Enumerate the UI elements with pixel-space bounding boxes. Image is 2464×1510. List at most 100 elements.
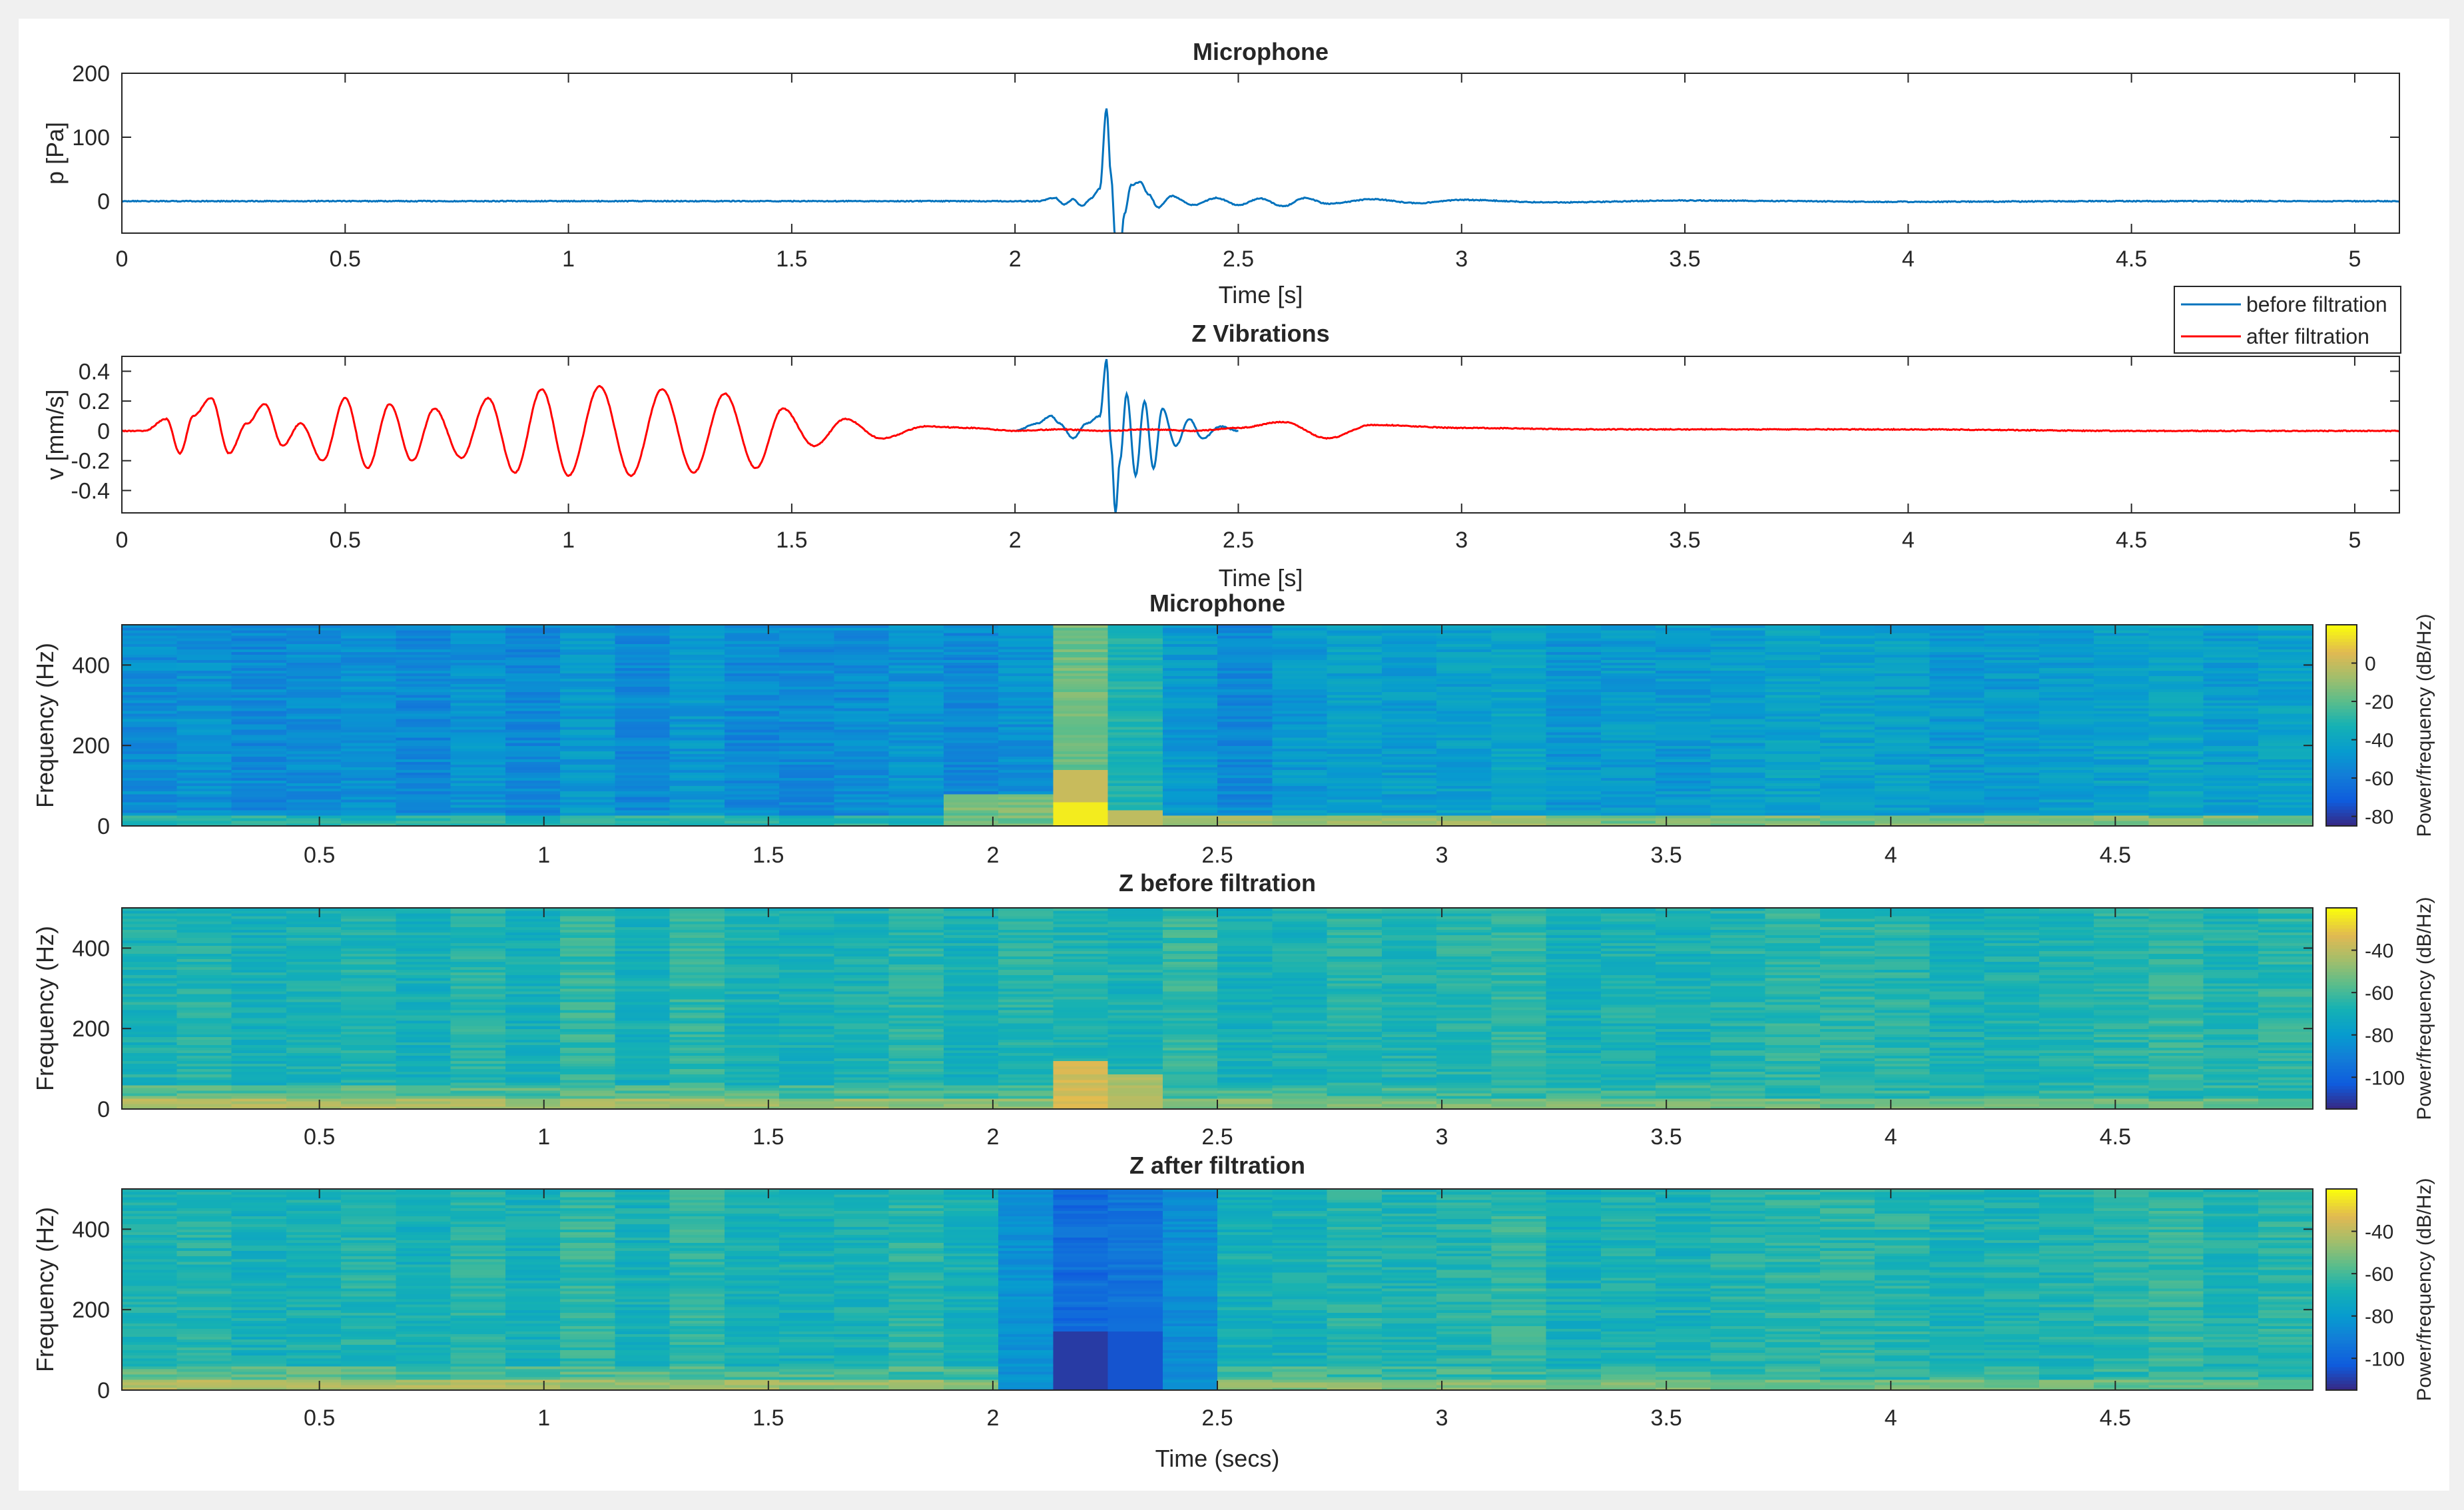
- spectrogram-cell: [1875, 710, 1930, 714]
- spectrogram-cell: [1053, 745, 1109, 749]
- spectrogram-cell: [669, 1010, 725, 1013]
- spectrogram-cell: [1984, 667, 2040, 671]
- colorbar-segment: [2326, 775, 2357, 780]
- spectrogram-cell: [779, 919, 834, 922]
- spectrogram-cell: [1107, 638, 1163, 641]
- spectrogram-cell: [669, 1074, 725, 1078]
- spectrogram-cell: [1656, 799, 1711, 803]
- spectrogram-cell: [286, 759, 342, 762]
- spectrogram-cell: [341, 916, 396, 919]
- spectrogram-cell: [1546, 649, 1602, 652]
- spectrogram-cell: [450, 1095, 506, 1099]
- spectrogram-cell: [1217, 916, 1273, 919]
- spectrogram-cell: [1710, 791, 1766, 795]
- spectrogram-cell: [724, 1001, 780, 1005]
- spectrogram-cell: [1600, 699, 1656, 703]
- spectrogram-cell: [1491, 630, 1547, 633]
- spectrogram-cell: [1327, 990, 1383, 994]
- spectrogram-cell: [1929, 659, 1985, 663]
- colorbar-segment: [2326, 792, 2357, 797]
- spectrogram-cell: [1381, 1071, 1437, 1075]
- spectrogram-cell: [724, 651, 780, 655]
- spectrogram-cell: [1107, 820, 1163, 824]
- spectrogram-cell: [1436, 681, 1492, 685]
- spectrogram-cell: [834, 913, 890, 917]
- spectrogram-cell: [779, 1076, 834, 1080]
- spectrogram-cell: [2038, 651, 2094, 655]
- spectrogram-cell: [1217, 1023, 1273, 1026]
- spectrogram-cell: [615, 643, 671, 647]
- spectrogram-cell: [998, 654, 1054, 657]
- spectrogram-cell: [779, 1071, 834, 1075]
- spectrogram-cell: [341, 982, 396, 986]
- spectrogram-cell: [779, 662, 834, 665]
- spectrogram-cell: [1327, 665, 1383, 668]
- spectrogram-cell: [286, 721, 342, 725]
- spectrogram-cell: [396, 977, 452, 981]
- spectrogram-cell: [341, 1106, 396, 1110]
- spectrogram-cell: [1107, 982, 1163, 986]
- spectrogram-cell: [1546, 625, 1602, 628]
- spectrogram-cell: [669, 804, 725, 808]
- spectrogram-cell: [1765, 785, 1821, 789]
- spectrogram-cell: [1984, 807, 2040, 811]
- spectrogram-cell: [1217, 761, 1273, 765]
- spectrogram-cell: [1217, 625, 1273, 628]
- spectrogram-cell: [286, 812, 342, 816]
- spectrogram-cell: [505, 788, 561, 792]
- spectrogram-cell: [2148, 732, 2204, 735]
- spectrogram-cell: [1327, 913, 1383, 917]
- spectrogram-cell: [888, 1106, 944, 1110]
- spectrogram-cell: [1436, 654, 1492, 657]
- spectrogram-cell: [1272, 1098, 1328, 1102]
- spectrogram-cell: [396, 748, 452, 751]
- spectrogram-cell: [286, 775, 342, 779]
- spectrogram-cell: [505, 913, 561, 917]
- spectrogram-cell: [231, 627, 287, 631]
- spectrogram-cell: [2148, 767, 2204, 770]
- spectrogram-cell: [2203, 793, 2259, 797]
- spectrogram-cell: [1765, 775, 1821, 779]
- spectrogram-cell: [505, 753, 561, 757]
- spectrogram-cell: [1656, 807, 1711, 811]
- spectrogram-cell: [450, 958, 506, 962]
- spectrogram-cell: [615, 791, 671, 795]
- colorbar-segment: [2326, 708, 2357, 713]
- spectrogram-cell: [1381, 1098, 1437, 1102]
- spectrogram-cell: [1053, 1087, 1109, 1091]
- spectrogram-cell: [615, 1068, 671, 1072]
- spectrogram-cell: [1053, 1047, 1109, 1050]
- plot-title: Z Vibrations: [1191, 320, 1329, 347]
- spectrogram-cell: [998, 724, 1054, 727]
- spectrogram-cell: [1600, 654, 1656, 657]
- spectrogram-cell: [1491, 804, 1547, 808]
- spectrogram-cell: [1327, 710, 1383, 714]
- spectrogram-cell: [615, 737, 671, 741]
- spectrogram-cell: [341, 767, 396, 770]
- spectrogram-cell: [1272, 654, 1328, 657]
- spectrogram-cell: [1272, 686, 1328, 690]
- spectrogram-cell: [341, 966, 396, 970]
- spectrogram-cell: [1272, 1095, 1328, 1099]
- spectrogram-cell: [834, 807, 890, 811]
- spectrogram-cell: [396, 1084, 452, 1088]
- spectrogram-cell: [1107, 743, 1163, 746]
- spectrogram-cell: [1272, 651, 1328, 655]
- spectrogram-cell: [888, 753, 944, 757]
- spectrogram-cell: [1053, 651, 1109, 655]
- spectrogram-cell: [2258, 772, 2313, 776]
- spectrogram-cell: [396, 799, 452, 803]
- spectrogram-cell: [2148, 689, 2204, 693]
- spectrogram-cell: [615, 767, 671, 770]
- spectrogram-cell: [231, 1068, 287, 1072]
- spectrogram-cell: [2203, 667, 2259, 671]
- spectrogram-cell: [505, 924, 561, 927]
- spectrogram-cell: [1436, 780, 1492, 784]
- spectrogram-cell: [669, 985, 725, 989]
- spectrogram-cell: [1162, 756, 1218, 759]
- spectrogram-cell: [1656, 699, 1711, 703]
- spectrogram-cell: [176, 972, 232, 976]
- spectrogram-cell: [669, 635, 725, 639]
- colorbar-segment: [2326, 698, 2357, 703]
- spectrogram-cell: [176, 980, 232, 984]
